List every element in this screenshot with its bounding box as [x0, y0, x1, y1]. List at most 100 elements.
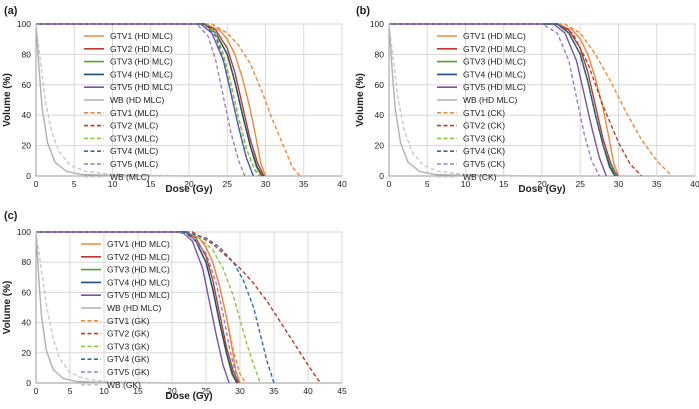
y-axis-title: Volume (%) — [2, 281, 13, 335]
legend-label: WB (HD MLC) — [463, 95, 517, 105]
legend-label: GTV3 (GK) — [107, 341, 150, 351]
x-tick-label: 35 — [652, 179, 662, 189]
legend-label: GTV2 (HD MLC) — [110, 44, 173, 54]
y-tick-label: 100 — [370, 19, 384, 29]
x-tick-label: 35 — [299, 179, 309, 189]
chart-panel-1: 0 20 40 60 80 100 0 5 10 15 20 25 30 35 40 GTV1 (HD MLC… — [2, 5, 347, 195]
series-line-gtv2-hd-mlc — [36, 231, 240, 384]
x-tick-label: 10 — [99, 386, 109, 396]
legend-label: GTV1 (CK) — [463, 108, 505, 118]
x-tick-label: 15 — [146, 179, 156, 189]
x-tick-label: 0 — [34, 386, 39, 396]
x-tick-label: 30 — [261, 179, 271, 189]
legend-label: GTV2 (MLC) — [110, 121, 158, 131]
legend-label: GTV1 (HD MLC) — [110, 31, 173, 41]
x-tick-label: 40 — [337, 179, 347, 189]
y-axis-title: Volume (%) — [355, 73, 366, 127]
y-tick-label: 60 — [22, 80, 32, 90]
legend-label: GTV4 (HD MLC) — [463, 69, 526, 79]
y-tick-label: 40 — [375, 110, 385, 120]
series-line-wb-mlc — [35, 23, 190, 177]
y-tick-label: 0 — [26, 378, 31, 388]
legend-label: GTV4 (GK) — [107, 354, 150, 364]
legend-label: GTV1 (GK) — [107, 316, 150, 326]
series-line-wb-hd-mlc — [35, 231, 173, 384]
legend-label: GTV1 (MLC) — [110, 108, 158, 118]
series-line-wb-hd-mlc — [35, 23, 190, 177]
x-tick-label: 5 — [68, 386, 73, 396]
y-tick-label: 20 — [22, 141, 32, 151]
x-tick-label: 45 — [337, 386, 347, 396]
y-tick-label: 100 — [17, 227, 31, 237]
y-tick-label: 20 — [22, 348, 32, 358]
x-tick-label: 20 — [167, 386, 177, 396]
x-axis-title: Dose (Gy) — [165, 391, 212, 402]
legend-label: GTV5 (MLC) — [110, 159, 158, 169]
legend-label: GTV2 (GK) — [107, 329, 150, 339]
series-line-wb-hd-mlc — [388, 23, 543, 177]
legend-label: GTV5 (HD MLC) — [107, 290, 170, 300]
legend-label: GTV5 (CK) — [463, 159, 505, 169]
legend-label: WB (GK) — [107, 380, 141, 390]
y-tick-label: 60 — [22, 287, 32, 297]
series-line-gtv4-hd-mlc — [36, 231, 238, 384]
series-line-gtv4-gk — [36, 231, 275, 384]
x-tick-label: 5 — [425, 179, 430, 189]
x-tick-label: 10 — [461, 179, 471, 189]
legend-label: GTV4 (CK) — [463, 146, 505, 156]
y-axis-title: Volume (%) — [2, 73, 13, 127]
legend-label: GTV3 (HD MLC) — [463, 57, 526, 67]
legend-label: GTV4 (HD MLC) — [110, 69, 173, 79]
legend-label: GTV3 (HD MLC) — [107, 265, 170, 275]
legend-label: GTV5 (GK) — [107, 367, 150, 377]
series-line-gtv5-hd-mlc — [36, 231, 230, 384]
legend-label: WB (MLC) — [110, 172, 150, 182]
series-line-gtv3-gk — [36, 231, 262, 384]
x-axis-title: Dose (Gy) — [165, 184, 212, 195]
x-tick-label: 40 — [303, 386, 313, 396]
series-line-gtv4-hd-mlc — [36, 23, 264, 177]
x-tick-label: 30 — [614, 179, 624, 189]
legend-label: GTV2 (HD MLC) — [463, 44, 526, 54]
x-tick-label: 15 — [499, 179, 509, 189]
legend-label: GTV3 (CK) — [463, 133, 505, 143]
x-tick-label: 25 — [576, 179, 586, 189]
x-tick-label: 40 — [690, 179, 699, 189]
panel-label: (b) — [356, 5, 370, 17]
y-tick-label: 20 — [375, 141, 385, 151]
x-axis-title: Dose (Gy) — [518, 184, 565, 195]
series-line-gtv1-ck — [389, 23, 673, 177]
y-tick-label: 40 — [22, 318, 32, 328]
series-line-gtv1-hd-mlc — [36, 23, 267, 177]
legend-label: GTV1 (HD MLC) — [463, 31, 526, 41]
x-tick-label: 0 — [34, 179, 39, 189]
legend-label: GTV3 (MLC) — [110, 133, 158, 143]
x-tick-label: 5 — [72, 179, 77, 189]
x-tick-label: 25 — [201, 386, 211, 396]
legend-label: GTV4 (MLC) — [110, 146, 158, 156]
x-tick-label: 20 — [184, 179, 194, 189]
legend-label: WB (HD MLC) — [110, 95, 164, 105]
series-line-gtv2-hd-mlc — [36, 23, 265, 177]
x-tick-label: 20 — [537, 179, 547, 189]
series-line-gtv1-mlc — [36, 23, 301, 177]
y-tick-label: 0 — [379, 171, 384, 181]
legend-label: GTV1 (HD MLC) — [107, 239, 170, 249]
series-line-gtv5-hd-mlc — [389, 23, 607, 177]
x-tick-label: 0 — [387, 179, 392, 189]
y-tick-label: 40 — [22, 110, 32, 120]
legend-label: GTV2 (CK) — [463, 121, 505, 131]
y-tick-label: 0 — [26, 171, 31, 181]
series-line-gtv3-mlc — [36, 23, 261, 177]
legend-label: GTV5 (HD MLC) — [110, 82, 173, 92]
series-line-gtv5-gk — [36, 231, 241, 384]
legend-label: GTV4 (HD MLC) — [107, 277, 170, 287]
legend-label: GTV3 (HD MLC) — [110, 57, 173, 67]
legend-label: GTV2 (HD MLC) — [107, 252, 170, 262]
y-tick-label: 100 — [17, 19, 31, 29]
series-line-gtv4-mlc — [36, 23, 254, 177]
y-tick-label: 80 — [22, 257, 32, 267]
series-line-gtv4-ck — [389, 23, 619, 177]
legend-label: WB (CK) — [463, 172, 497, 182]
